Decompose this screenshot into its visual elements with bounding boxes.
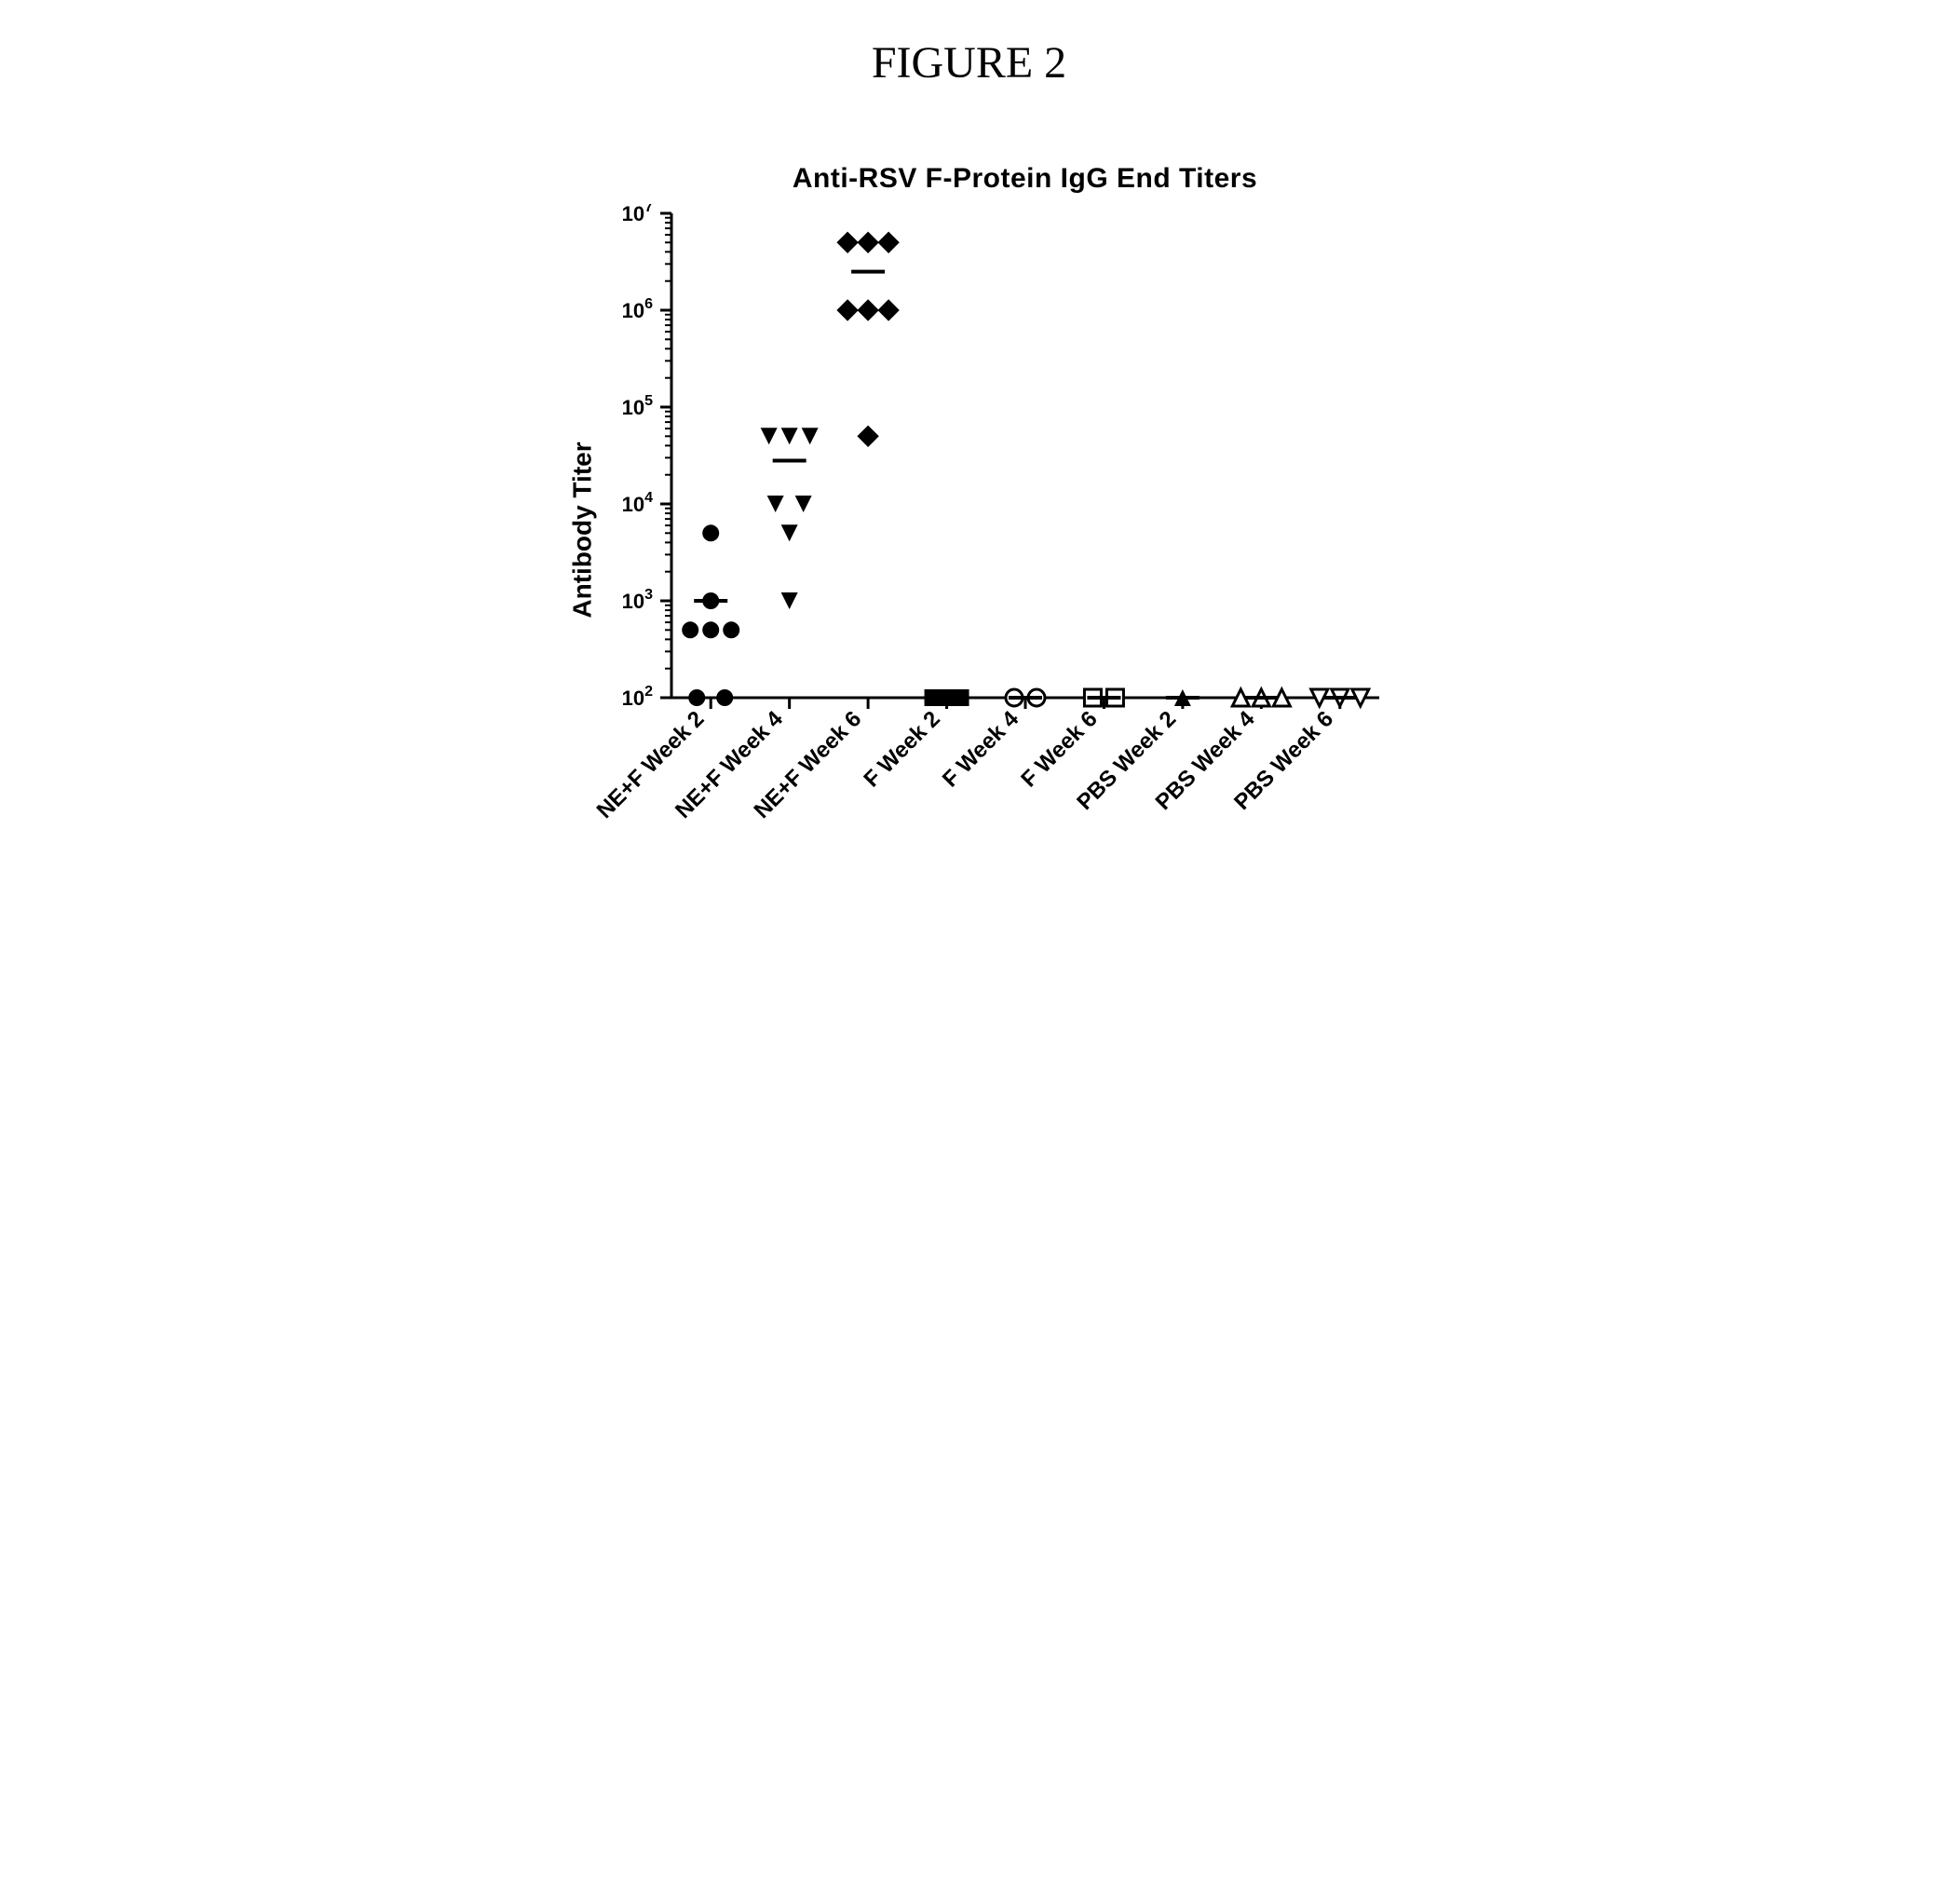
chart-title: Anti-RSV F-Protein IgG End Titers: [616, 163, 1435, 195]
data-series: [682, 524, 739, 706]
data-series: [760, 428, 818, 609]
chart-area: Antibody Titer 102103104105106107NE+F We…: [504, 204, 1435, 856]
svg-text:106: 106: [621, 296, 652, 322]
data-series: [1232, 689, 1290, 706]
data-series: [924, 689, 969, 706]
data-series: [1165, 689, 1199, 706]
svg-text:104: 104: [621, 490, 652, 516]
x-category-label: F Week 2: [859, 706, 944, 792]
scatter-chart-svg: 102103104105106107NE+F Week 2NE+F Week 4…: [504, 204, 1435, 856]
x-category-label: F Week 4: [937, 706, 1023, 793]
figure-label: FIGURE 2: [504, 37, 1435, 88]
svg-text:102: 102: [621, 684, 652, 710]
svg-text:107: 107: [621, 204, 652, 225]
y-axis-label: Antibody Titer: [567, 442, 597, 618]
svg-text:105: 105: [621, 393, 652, 419]
data-series: [1310, 689, 1368, 706]
data-series: [836, 232, 899, 447]
svg-text:103: 103: [621, 587, 652, 613]
